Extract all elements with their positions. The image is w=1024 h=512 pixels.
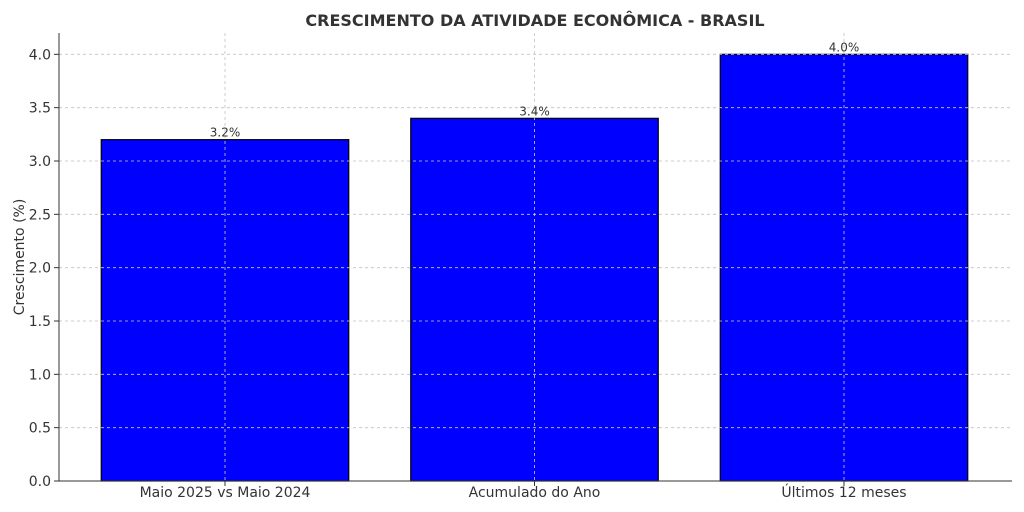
- y-tick-label: 1.0: [29, 367, 51, 383]
- chart-title: CRESCIMENTO DA ATIVIDADE ECONÔMICA - BRA…: [305, 11, 764, 30]
- x-tick-label: Últimos 12 meses: [781, 483, 906, 501]
- bar-value-label: 4.0%: [829, 40, 860, 54]
- bar-value-label: 3.4%: [519, 104, 550, 118]
- y-tick-label: 4.0: [29, 47, 51, 63]
- bars: [59, 33, 1012, 482]
- y-axis-ticks: 0.0 0.5 1.0 1.5 2.0 2.5 3.0 3.5 4.0: [29, 47, 59, 490]
- y-tick-label: 0.0: [29, 474, 51, 490]
- y-tick-label: 2.5: [29, 207, 51, 223]
- x-tick-label: Acumulado do Ano: [469, 485, 601, 501]
- y-tick-label: 0.5: [29, 421, 51, 437]
- x-tick-label: Maio 2025 vs Maio 2024: [140, 485, 311, 501]
- bar-value-label: 3.2%: [210, 126, 241, 140]
- x-axis-ticks: Maio 2025 vs Maio 2024 Acumulado do Ano Úl…: [140, 481, 907, 501]
- y-tick-label: 3.5: [29, 101, 51, 117]
- y-tick-label: 2.0: [29, 261, 51, 277]
- y-tick-label: 1.5: [29, 314, 51, 330]
- y-axis-label: Crescimento (%): [12, 199, 28, 316]
- y-tick-label: 3.0: [29, 154, 51, 170]
- data-labels: 3.2% 3.4% 4.0%: [210, 40, 860, 139]
